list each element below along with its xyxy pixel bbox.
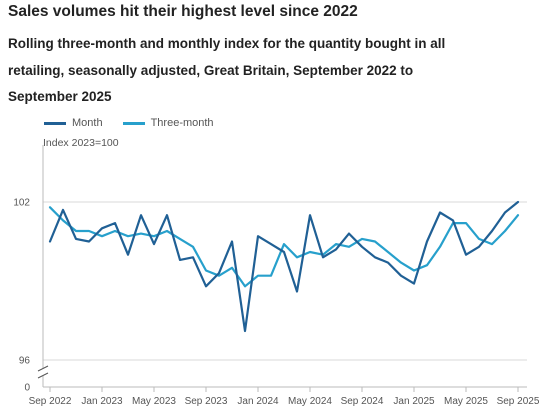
legend-item-three-month: Three-month: [122, 117, 214, 129]
y-tick-label: 102: [13, 198, 30, 209]
legend-label-month: Month: [72, 117, 103, 129]
legend-swatch-three-month: [122, 121, 145, 125]
x-tick-label: Jan 2023: [81, 396, 123, 407]
x-tick-label: Jan 2024: [237, 396, 279, 407]
x-tick-label: Sep 2024: [341, 396, 384, 407]
y-tick-label: 96: [19, 356, 31, 367]
series-line-month: [48, 200, 520, 333]
series-line-three-month: [48, 206, 520, 288]
legend-label-three-month: Three-month: [150, 117, 214, 129]
legend-item-month: Month: [44, 117, 103, 129]
axis-break-mark: [37, 365, 49, 372]
y-tick-label: 0: [24, 383, 30, 394]
x-tick-label: Sep 2022: [29, 396, 72, 407]
chart-subtitle: Rolling three-month and monthly index fo…: [8, 36, 446, 104]
x-tick-label: Sep 2023: [185, 396, 228, 407]
axis-break-mark: [37, 372, 49, 379]
legend-swatch-month: [44, 121, 66, 125]
y-axis-label: Index 2023=100: [43, 137, 119, 149]
axis-break-gap: [38, 368, 48, 376]
x-tick-label: May 2023: [132, 396, 176, 407]
x-tick-label: Jan 2025: [393, 396, 435, 407]
chart-title: Sales volumes hit their highest level si…: [8, 3, 358, 20]
x-tick-label: May 2024: [288, 396, 332, 407]
x-tick-label: Sep 2025: [497, 396, 540, 407]
x-tick-label: May 2025: [444, 396, 488, 407]
chart-legend: Month Three-month: [44, 117, 234, 129]
